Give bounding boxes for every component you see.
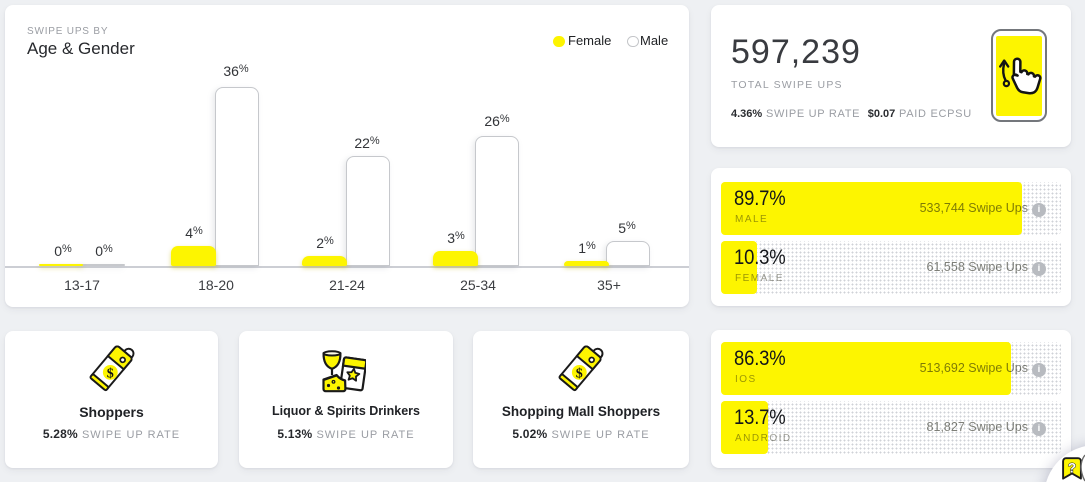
svg-text:?: ? [1068,461,1076,476]
svg-text:$: $ [576,366,583,381]
svg-text:$: $ [106,366,113,381]
